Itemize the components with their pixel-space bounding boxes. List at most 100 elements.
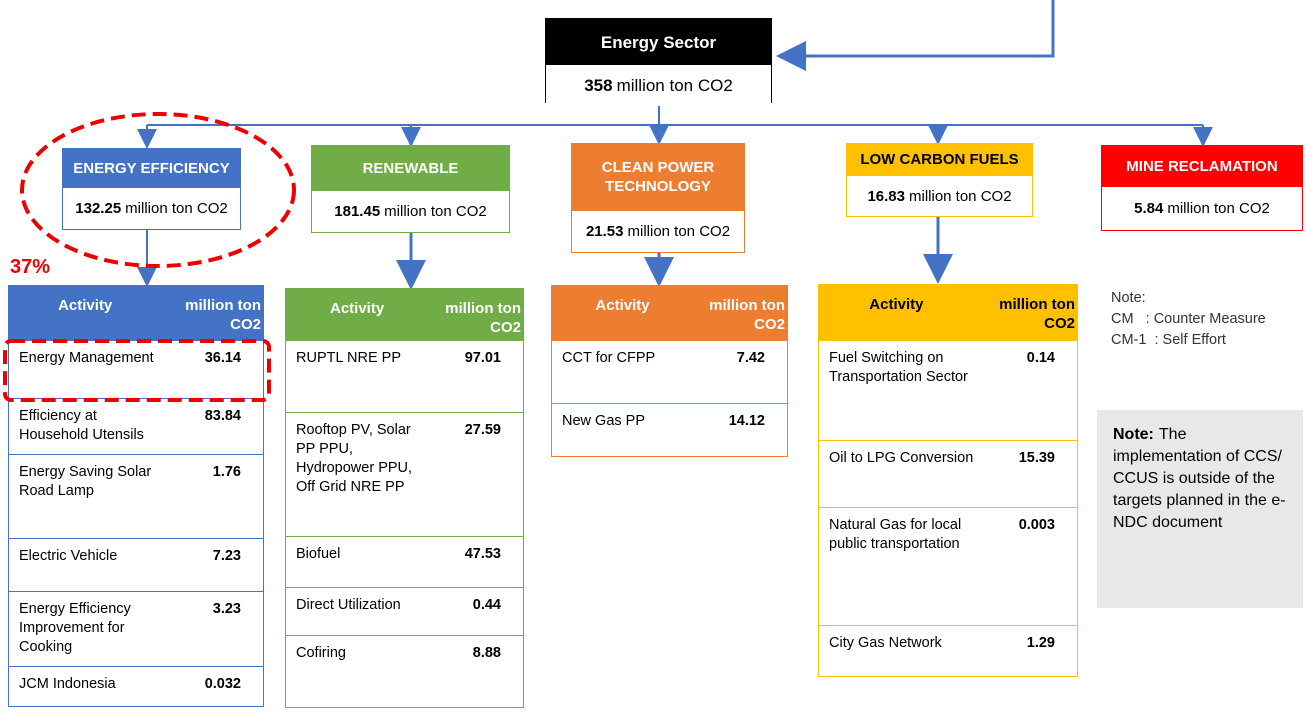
category-box: ENERGY EFFICIENCY 132.25 million ton CO2 <box>62 148 241 230</box>
activity: Cofiring <box>296 645 346 661</box>
unit: million ton CO2 <box>627 223 731 240</box>
header-cell: million ton CO2 <box>185 297 261 333</box>
activity: Energy Saving Solar Road Lamp <box>19 464 152 499</box>
sector-value: 358 million ton CO2 <box>546 65 771 106</box>
category-name: CLEAN POWER TECHNOLOGY <box>571 143 745 211</box>
activity: Electric Vehicle <box>19 548 118 564</box>
amount: 15.39 <box>1018 450 1055 466</box>
table-row: CCT for CFPP 7.42 <box>552 341 787 403</box>
header-cell: Activity <box>869 296 924 313</box>
amount: 97.01 <box>464 350 501 366</box>
category-value: 132.25 million ton CO2 <box>62 188 241 230</box>
value: 358 <box>584 75 613 95</box>
category-box: RENEWABLE 181.45 million ton CO2 <box>311 145 510 233</box>
table-row: JCM Indonesia 0.032 <box>9 666 263 708</box>
category-name: MINE RECLAMATION <box>1101 145 1303 187</box>
table-header: Activity million ton CO2 <box>819 285 1077 341</box>
value: 181.45 <box>334 203 381 220</box>
amount: 7.42 <box>736 350 765 366</box>
activity: RUPTL NRE PP <box>296 350 402 366</box>
header-cell: million ton CO2 <box>999 296 1075 332</box>
unit: million ton CO2 <box>125 200 228 217</box>
category-name: RENEWABLE <box>311 145 510 191</box>
amount: 8.88 <box>472 645 501 661</box>
table-row: Energy Saving Solar Road Lamp 1.76 <box>9 454 263 538</box>
value: 21.53 <box>585 223 624 240</box>
note-label: Note: <box>1113 426 1154 443</box>
value: 132.25 <box>75 200 122 217</box>
header-cell: million ton CO2 <box>445 300 521 336</box>
category-box: LOW CARBON FUELS 16.83 million ton CO2 <box>846 143 1033 217</box>
table-row: Energy Management 36.14 <box>9 341 263 398</box>
activity: City Gas Network <box>829 635 942 651</box>
table-row: Oil to LPG Conversion 15.39 <box>819 440 1077 507</box>
amount: 7.23 <box>212 548 241 564</box>
category-box: CLEAN POWER TECHNOLOGY 21.53 million ton C… <box>571 143 745 253</box>
header-cell: Activity <box>58 297 113 314</box>
activity: JCM Indonesia <box>19 676 116 692</box>
amount: 0.14 <box>1026 350 1055 366</box>
legend-line: Note: <box>1111 290 1146 306</box>
value: 16.83 <box>867 187 905 205</box>
activity: Rooftop PV, Solar PP PPU, Hydropower PPU… <box>296 422 413 495</box>
amount: 0.032 <box>204 676 241 692</box>
unit: million ton CO2 <box>909 187 1012 205</box>
table-row: Direct Utilization 0.44 <box>286 587 523 635</box>
amount: 27.59 <box>464 422 501 438</box>
unit: million ton CO2 <box>1167 200 1270 217</box>
table-row: Cofiring 8.88 <box>286 635 523 709</box>
amount: 1.76 <box>212 464 241 480</box>
activity-table: Activity million ton CO2 Energy Management… <box>8 285 264 707</box>
legend: Note: CM : Counter Measure CM-1 : Self Eff… <box>1111 288 1266 351</box>
activity: New Gas PP <box>562 413 645 429</box>
table-row: RUPTL NRE PP 97.01 <box>286 341 523 412</box>
note-box: Note: The implementation of CCS/ CCUS is … <box>1097 410 1303 608</box>
amount: 47.53 <box>464 546 501 562</box>
amount: 0.003 <box>1018 517 1055 533</box>
sector-title: Energy Sector <box>546 19 771 65</box>
table-row: Efficiency at Household Utensils 83.84 <box>9 398 263 454</box>
activity: Oil to LPG Conversion <box>829 450 974 466</box>
amount: 14.12 <box>728 413 765 429</box>
amount: 3.23 <box>212 601 241 617</box>
category-value: 16.83 million ton CO2 <box>846 176 1033 217</box>
header-cell: Activity <box>330 300 385 317</box>
amount: 36.14 <box>204 350 241 366</box>
category-value: 5.84 million ton CO2 <box>1101 187 1303 231</box>
activity: Natural Gas for local public transportat… <box>829 517 962 552</box>
table-row: Biofuel 47.53 <box>286 536 523 587</box>
activity: Fuel Switching on Transportation Sector <box>829 350 968 385</box>
activity: CCT for CFPP <box>562 350 656 366</box>
activity: Biofuel <box>296 546 341 562</box>
activity: Energy Management <box>19 350 154 366</box>
header-cell: million ton CO2 <box>709 297 785 333</box>
table-row: Energy Efficiency Improvement for Cookin… <box>9 591 263 666</box>
header-cell: Activity <box>595 297 650 314</box>
note-text: The implementation of CCS/ CCUS is outsi… <box>1113 426 1286 531</box>
table-row: City Gas Network 1.29 <box>819 625 1077 678</box>
value: 5.84 <box>1134 200 1164 217</box>
unit: million ton CO2 <box>384 203 487 220</box>
category-name: LOW CARBON FUELS <box>846 143 1033 176</box>
activity: Direct Utilization <box>296 597 401 613</box>
table-row: New Gas PP 14.12 <box>552 403 787 458</box>
activity-table: Activity million ton CO2 Fuel Switching on… <box>818 284 1078 677</box>
table-header: Activity million ton CO2 <box>552 286 787 341</box>
annotation: 37% <box>10 256 51 278</box>
activity-table: Activity million ton CO2 CCT for CFPP 7.42 N… <box>551 285 788 457</box>
category-value: 181.45 million ton CO2 <box>311 191 510 233</box>
feedback-arrow <box>776 0 1055 71</box>
table-row: Electric Vehicle 7.23 <box>9 538 263 591</box>
category-value: 21.53 million ton CO2 <box>571 211 745 253</box>
amount: 83.84 <box>204 408 241 424</box>
amount: 1.29 <box>1026 635 1055 651</box>
amount: 0.44 <box>472 597 501 613</box>
unit: million ton CO2 <box>616 75 733 95</box>
table-row: Natural Gas for local public transportat… <box>819 507 1077 625</box>
activity: Efficiency at Household Utensils <box>19 408 144 443</box>
table-row: Rooftop PV, Solar PP PPU, Hydropower PPU… <box>286 412 523 536</box>
table-header: Activity million ton CO2 <box>286 289 523 341</box>
legend-line: CM-1 : Self Effort <box>1111 332 1226 348</box>
